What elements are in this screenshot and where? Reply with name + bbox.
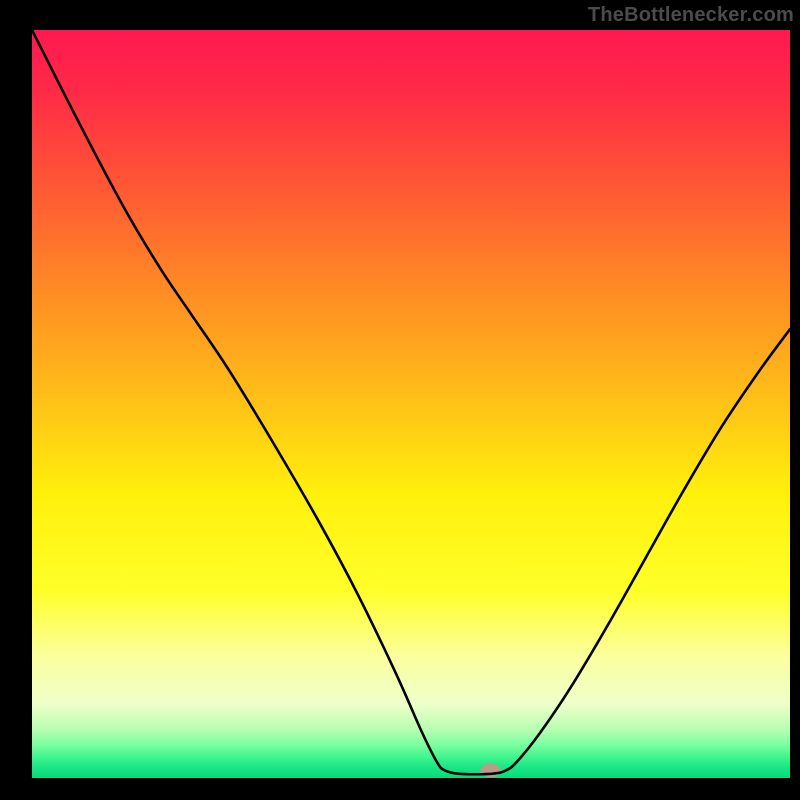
chart-frame: TheBottlenecker.com (0, 0, 800, 800)
chart-svg (32, 30, 790, 778)
plot-area (32, 30, 790, 778)
gradient-background (32, 30, 790, 778)
watermark-text: TheBottlenecker.com (588, 4, 794, 27)
